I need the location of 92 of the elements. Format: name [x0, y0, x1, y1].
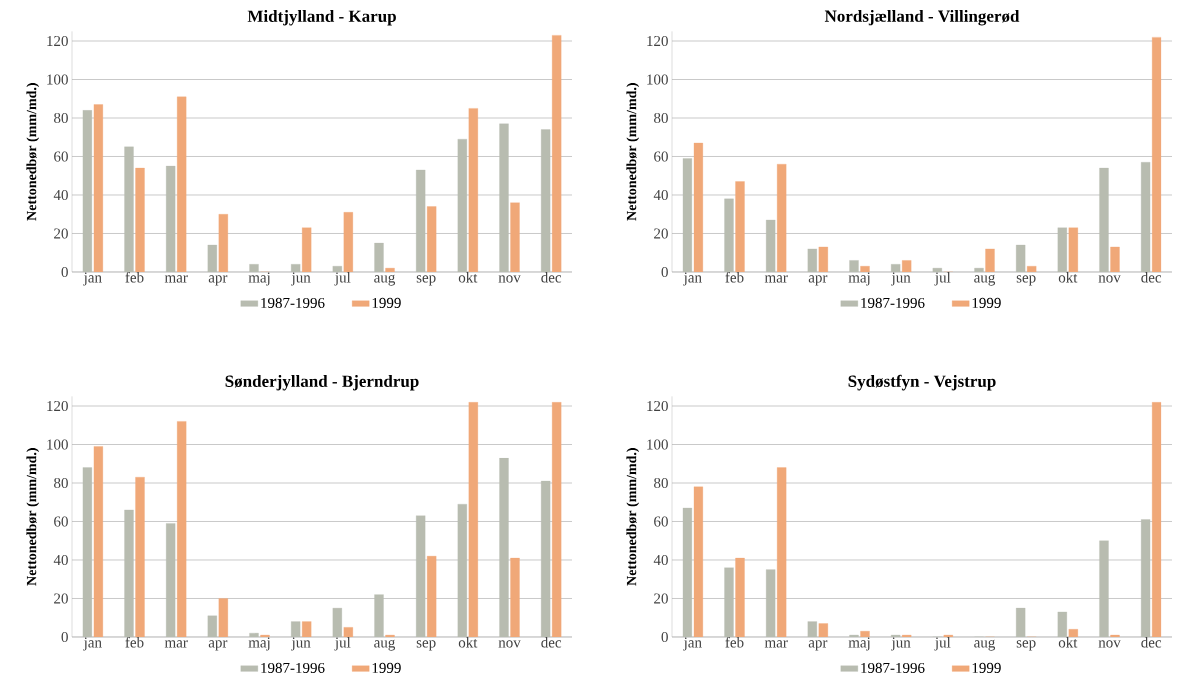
y-tick-label: 80	[654, 477, 668, 489]
x-tick-label: jul	[334, 272, 351, 286]
x-tick-label: dec	[1141, 637, 1162, 648]
chart-title: Sydøstfyn - Vejstrup	[848, 374, 996, 391]
y-axis-title: Nettonedbør (mm/md.)	[626, 83, 640, 221]
chart-title: Nordsjælland - Villingerød	[824, 9, 1020, 26]
x-tick-label: mar	[164, 275, 188, 283]
x-tick-label: mar	[764, 640, 788, 648]
legend-label: 1987-1996	[261, 662, 325, 673]
x-tick-label: maj	[848, 637, 870, 651]
y-tick-label: 0	[661, 266, 668, 278]
x-tick-label: nov	[1098, 275, 1121, 283]
y-tick-label: 80	[54, 477, 68, 489]
x-tick-label: jun	[291, 637, 311, 651]
x-tick-label: aug	[374, 639, 396, 651]
x-tick-label: okt	[458, 272, 478, 283]
x-tick-label: apr	[208, 640, 228, 651]
x-tick-label: jul	[934, 637, 951, 651]
x-tick-label: nov	[498, 640, 521, 648]
x-tick-label: dec	[541, 272, 562, 283]
x-tick-label: jul	[334, 637, 351, 651]
y-tick-label: 100	[647, 74, 668, 85]
x-tick-label: sep	[416, 640, 436, 651]
x-tick-label: maj	[848, 272, 870, 286]
x-tick-label: apr	[208, 275, 228, 286]
y-tick-label: 80	[654, 112, 668, 124]
y-tick-label: 20	[54, 593, 68, 604]
y-tick-label: 20	[654, 593, 668, 604]
x-tick-label: dec	[1141, 272, 1162, 283]
y-tick-label: 100	[47, 74, 68, 85]
y-tick-label: 0	[61, 266, 68, 278]
x-tick-label: jun	[291, 272, 311, 286]
y-tick-label: 40	[53, 554, 68, 566]
x-tick-label: mar	[764, 275, 788, 283]
x-tick-label: nov	[498, 275, 521, 283]
legend-label: 1999	[972, 662, 1001, 673]
x-tick-label: jan	[83, 272, 102, 286]
x-tick-label: okt	[1058, 272, 1078, 283]
y-tick-label: 100	[647, 439, 668, 450]
y-tick-label: 120	[47, 35, 68, 47]
x-tick-label: sep	[1016, 640, 1036, 651]
x-tick-label: apr	[808, 640, 828, 651]
x-tick-label: feb	[725, 271, 744, 283]
x-tick-label: maj	[248, 272, 270, 286]
y-tick-label: 0	[61, 631, 68, 643]
x-tick-label: jan	[83, 637, 102, 651]
y-tick-label: 40	[653, 189, 668, 201]
legend-label: 1999	[372, 662, 401, 673]
legend-label: 1987-1996	[261, 297, 325, 308]
y-tick-label: 60	[54, 516, 68, 527]
y-tick-label: 120	[647, 35, 668, 47]
legend-label: 1999	[372, 297, 401, 308]
y-tick-label: 120	[47, 400, 68, 412]
x-tick-label: aug	[374, 274, 396, 286]
x-tick-label: dec	[541, 637, 562, 648]
x-tick-label: aug	[974, 639, 996, 651]
x-tick-label: jul	[934, 272, 951, 286]
y-tick-label: 80	[54, 112, 68, 124]
x-tick-label: sep	[1016, 275, 1036, 286]
y-tick-label: 20	[654, 228, 668, 239]
y-tick-label: 60	[654, 151, 668, 162]
y-axis-title: Nettonedbør (mm/md.)	[26, 83, 40, 221]
chart-title: Sønderjylland - Bjerndrup	[225, 374, 419, 391]
y-tick-label: 60	[654, 516, 668, 527]
x-tick-label: feb	[725, 636, 744, 648]
x-tick-label: okt	[1058, 637, 1078, 648]
x-tick-label: maj	[248, 637, 270, 651]
x-tick-label: apr	[808, 275, 828, 286]
y-tick-label: 40	[653, 554, 668, 566]
y-tick-label: 0	[661, 631, 668, 643]
chart-title: Midtjylland - Karup	[247, 9, 396, 26]
y-axis-title: Nettonedbør (mm/md.)	[26, 448, 40, 586]
x-tick-label: aug	[974, 274, 996, 286]
legend-label: 1987-1996	[861, 297, 925, 308]
legend-label: 1987-1996	[861, 662, 925, 673]
legend-label: 1999	[972, 297, 1001, 308]
x-tick-label: jun	[891, 272, 911, 286]
x-tick-label: mar	[164, 640, 188, 648]
x-tick-label: jan	[683, 272, 702, 286]
y-axis-title: Nettonedbør (mm/md.)	[626, 448, 640, 586]
x-tick-label: okt	[458, 637, 478, 648]
x-tick-label: feb	[125, 271, 144, 283]
y-tick-label: 60	[54, 151, 68, 162]
x-tick-label: feb	[125, 636, 144, 648]
y-tick-label: 40	[53, 189, 68, 201]
x-tick-label: sep	[416, 275, 436, 286]
x-tick-label: jun	[891, 637, 911, 651]
x-tick-label: nov	[1098, 640, 1121, 648]
y-tick-label: 120	[647, 400, 668, 412]
y-tick-label: 100	[47, 439, 68, 450]
y-tick-label: 20	[54, 228, 68, 239]
x-tick-label: jan	[683, 637, 702, 651]
